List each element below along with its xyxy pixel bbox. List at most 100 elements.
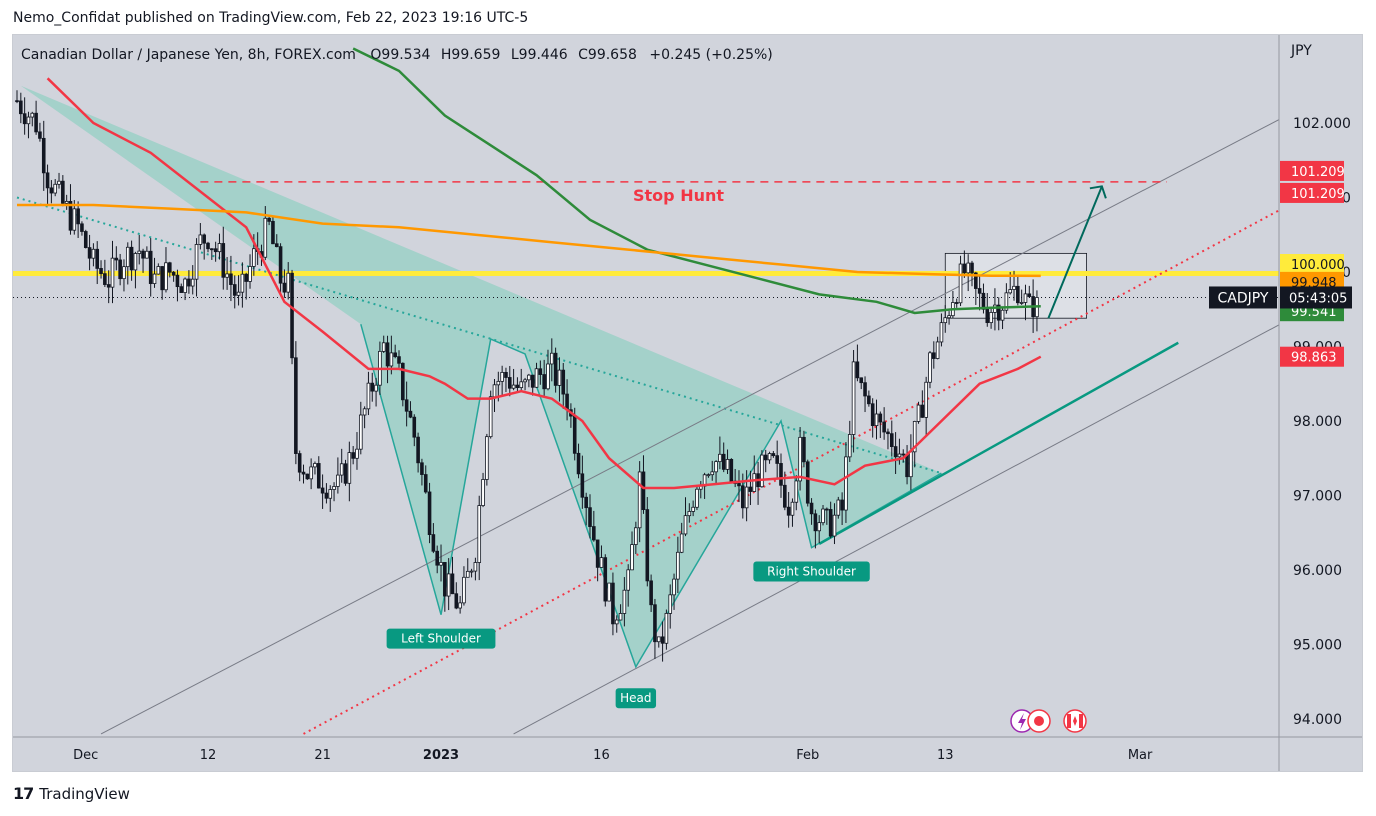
price-axis[interactable]	[1279, 35, 1362, 771]
tradingview-mark-icon: 17	[13, 784, 34, 803]
green-neckline-line[interactable]	[818, 341, 1179, 546]
candle-body	[15, 100, 19, 103]
candle-body	[783, 484, 787, 508]
candle-body	[80, 223, 84, 232]
candle-body	[458, 602, 462, 609]
channel-upper-line[interactable]	[100, 103, 1309, 735]
candle-body	[821, 508, 825, 524]
price-tag	[1280, 254, 1344, 274]
stop-hunt-label: Stop Hunt	[633, 186, 724, 205]
candle-body	[229, 273, 233, 285]
candle-body	[534, 368, 539, 388]
candle-body	[947, 315, 951, 319]
candle-body	[221, 243, 226, 278]
candle-body	[485, 436, 489, 480]
candle-body	[336, 474, 340, 487]
channel-lower-line[interactable]	[513, 308, 1309, 735]
candle-body	[752, 473, 757, 492]
candle-body	[274, 243, 279, 248]
moving-average-3[interactable]	[17, 203, 1041, 278]
candle-body	[271, 220, 275, 245]
candle-body	[859, 377, 864, 384]
candlestick-chart[interactable]: Stop Hunt Left Shoulder Head Right Shoulder…	[13, 35, 1362, 771]
candle-body	[439, 562, 443, 566]
candle-body	[145, 250, 149, 259]
candle-body	[996, 304, 1001, 321]
candle-body	[676, 551, 680, 580]
candle-body	[802, 436, 806, 463]
candle-body	[401, 362, 405, 401]
candle-body	[538, 368, 543, 375]
candle-body	[99, 268, 103, 275]
candle-body	[630, 544, 634, 571]
candle-body	[1012, 285, 1016, 290]
candle-body	[492, 384, 497, 398]
candle-body	[813, 513, 818, 532]
candle-body	[653, 604, 657, 643]
candle-body	[362, 408, 367, 416]
candle-body	[244, 273, 249, 282]
candle-body	[924, 381, 928, 418]
candle-body	[103, 273, 107, 285]
candle-body	[515, 384, 520, 388]
candle-body	[213, 248, 218, 253]
candle-body	[530, 374, 535, 388]
candle-body	[68, 200, 73, 231]
candle-body	[72, 208, 77, 231]
candle-body	[584, 496, 588, 509]
pattern-label-bg	[615, 688, 657, 709]
candle-body	[30, 112, 35, 118]
candle-body	[546, 363, 550, 390]
candle-body	[305, 473, 310, 480]
candle-body	[164, 262, 168, 291]
candle-body	[370, 382, 375, 392]
candle-body	[878, 413, 883, 423]
price-tag-label: 101.209	[1291, 165, 1345, 180]
candle-body	[576, 452, 581, 475]
candle-body	[1023, 293, 1028, 303]
candle-body	[236, 291, 241, 296]
candle-body	[26, 116, 31, 125]
candle-body	[332, 486, 336, 490]
candle-body	[469, 570, 474, 573]
price-tag-label: 99.541	[1291, 305, 1337, 320]
candle-body	[889, 433, 894, 447]
candle-body	[668, 594, 673, 614]
candle-body	[519, 381, 524, 388]
candle-body	[381, 342, 386, 352]
chart-frame[interactable]: Stop Hunt Left Shoulder Head Right Shoulder…	[12, 34, 1363, 772]
candle-body	[962, 263, 967, 274]
candle-body	[263, 217, 268, 258]
candle-body	[706, 474, 711, 477]
candle-body	[435, 550, 439, 566]
candle-body	[152, 273, 157, 284]
candle-body	[118, 259, 122, 280]
candle-body	[523, 379, 527, 383]
candle-body	[385, 342, 390, 367]
candle-body	[488, 396, 493, 438]
event-icons[interactable]	[1010, 709, 1087, 733]
moving-average-1[interactable]	[46, 77, 1042, 490]
low-label: L	[511, 47, 519, 63]
x-tick-label: Dec	[73, 748, 98, 763]
candle-body	[416, 436, 420, 464]
candle-body	[374, 384, 378, 392]
publisher-line: Nemo_Confidat published on TradingView.c…	[13, 10, 529, 26]
candle-body	[232, 284, 237, 296]
low-value: 99.446	[519, 47, 568, 63]
candle-body	[53, 183, 57, 194]
x-tick-label: 2023	[423, 748, 459, 763]
projection-arrow-line[interactable]	[1047, 185, 1103, 319]
candle-body	[840, 499, 844, 511]
candle-body	[729, 459, 734, 482]
candle-body	[683, 515, 688, 535]
moving-average-2[interactable]	[352, 47, 1041, 315]
tradingview-logo[interactable]: 17 TradingView	[13, 784, 130, 803]
close-label: C	[578, 47, 588, 63]
candle-body	[634, 527, 638, 545]
candle-body	[328, 489, 333, 499]
candle-body	[160, 266, 164, 291]
candle-body	[741, 485, 745, 509]
candle-body	[34, 112, 38, 133]
candle-body	[954, 302, 959, 304]
